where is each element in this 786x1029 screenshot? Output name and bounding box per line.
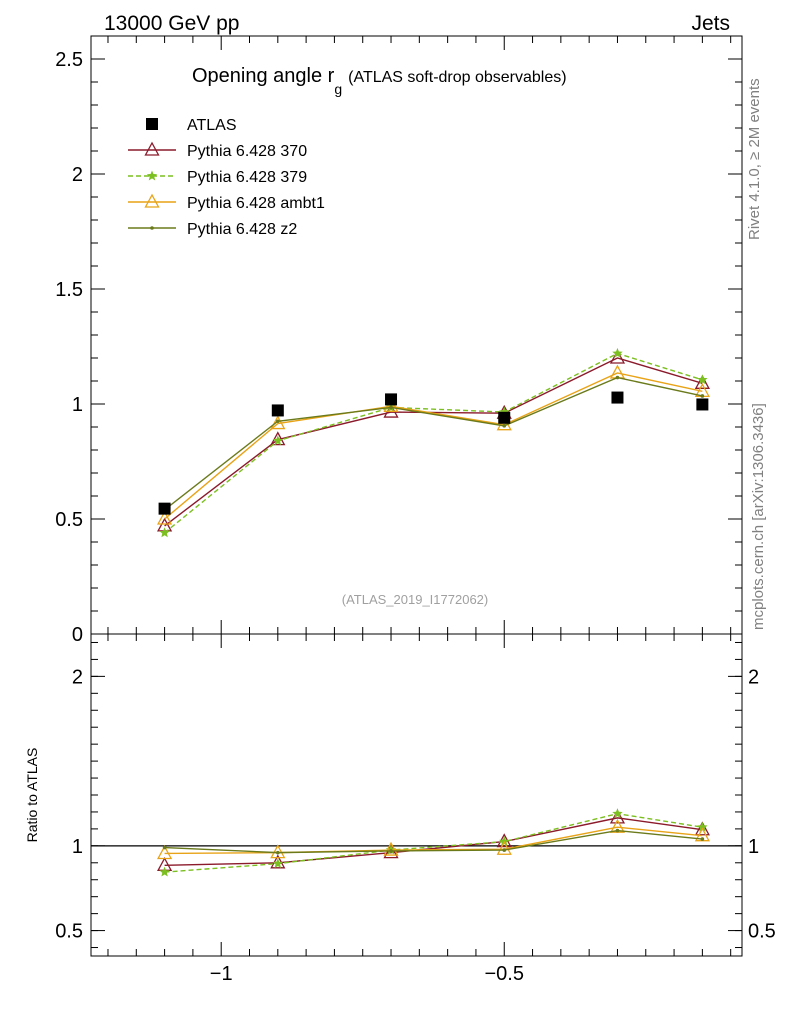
- main-ytick-label: 2: [72, 164, 83, 186]
- legend-label: ATLAS: [187, 117, 237, 134]
- legend: ATLAS Pythia 6.428 370 Pythia 6.428 379 Pyt…: [128, 117, 325, 238]
- ratio-data-point: [697, 821, 708, 832]
- main-data-point: [700, 394, 705, 398]
- ratio-data-point: [272, 858, 284, 869]
- ratio-series-pythia-6-428-z2: [162, 828, 705, 855]
- ratio-series-layer: [156, 808, 710, 877]
- main-data-point: [615, 375, 620, 380]
- ratio-series-line: [164, 829, 703, 854]
- ratio-data-point: [270, 844, 286, 859]
- header-process-label: Jets: [691, 12, 730, 35]
- ratio-data-point: [156, 845, 173, 860]
- ratio-data-point: [502, 848, 507, 852]
- main-data-point: [159, 527, 170, 538]
- legend-marker: [146, 118, 158, 130]
- plot-title-subscript: g: [334, 81, 342, 97]
- main-series-pythia-6-428-ambt1: [156, 364, 710, 525]
- main-data-point: [276, 419, 280, 424]
- ratio-plot-frame: [90, 633, 743, 957]
- rivet-version-label: Rivet 4.1.0, ≥ 2M events: [746, 78, 763, 240]
- ratio-axis-label: Ratio to ATLAS: [24, 748, 40, 843]
- main-data-point: [389, 405, 393, 410]
- main-data-point: [385, 393, 398, 406]
- main-series-layer: [156, 347, 710, 538]
- ratio-data-point: [383, 841, 399, 856]
- main-ytick-label: 2.5: [55, 49, 83, 71]
- main-series-line: [164, 357, 703, 527]
- ratio-axes: 0.5 0.5 1 1 2 2 −1 −0.5: [55, 634, 776, 985]
- mcplots-label: mcplots.cern.ch [arXiv:1306.3436]: [750, 403, 767, 630]
- main-series-pythia-6-428-379: [159, 347, 708, 538]
- main-data-point: [697, 374, 708, 385]
- legend-label: Pythia 6.428 370: [187, 143, 307, 160]
- main-ytick-label: 1: [72, 394, 83, 416]
- ratio-series-line: [164, 826, 703, 855]
- legend-entry: Pythia 6.428 379: [128, 169, 307, 186]
- ratio-data-point: [612, 808, 623, 819]
- main-data-point: [611, 391, 624, 404]
- main-ytick-label: 1.5: [55, 279, 83, 301]
- ratio-data-point: [700, 837, 705, 841]
- ratio-series-line: [164, 812, 703, 873]
- legend-label: Pythia 6.428 ambt1: [187, 195, 325, 212]
- main-data-point: [609, 349, 626, 364]
- ratio-data-point: [276, 850, 280, 855]
- main-data-point: [612, 347, 623, 358]
- main-data-point: [270, 431, 286, 446]
- legend-entry: ATLAS: [146, 117, 237, 134]
- main-data-point: [158, 502, 171, 515]
- header-energy-label: 13000 GeV pp: [104, 12, 239, 35]
- ratio-series-pythia-6-428-370: [156, 809, 710, 871]
- ratio-xtick-label: −1: [210, 963, 233, 985]
- analysis-label: (ATLAS_2019_I1772062): [342, 592, 488, 607]
- ratio-ytick-label-right: 1: [748, 836, 759, 858]
- legend-marker: [146, 170, 158, 181]
- legend-marker: [150, 226, 154, 230]
- main-data-point: [272, 435, 284, 446]
- main-axes: 0 0.5 1 1.5 2 2.5: [55, 35, 742, 646]
- main-data-point: [499, 406, 510, 417]
- plot-title-suffix: (ATLAS soft-drop observables): [348, 69, 566, 86]
- main-series-line: [164, 352, 703, 534]
- main-ytick-label: 0: [72, 624, 83, 646]
- main-series-line: [164, 372, 703, 520]
- ratio-data-point: [159, 866, 170, 877]
- ratio-data-point: [615, 828, 620, 833]
- legend-marker: [144, 141, 160, 156]
- ratio-ytick-label-right: 0.5: [748, 921, 776, 943]
- main-data-point: [156, 510, 173, 525]
- plot-title: Opening angle rg (ATLAS soft-drop observa…: [192, 65, 567, 97]
- ratio-data-point: [162, 845, 167, 850]
- main-series-line: [164, 376, 703, 511]
- ratio-ytick-label-right: 2: [748, 666, 759, 688]
- ratio-ytick-label-left: 0.5: [55, 921, 83, 943]
- plot-title-main: Opening angle r: [192, 65, 335, 87]
- ratio-data-point: [389, 849, 393, 853]
- main-data-point: [270, 415, 286, 430]
- main-series-pythia-6-428-370: [156, 349, 710, 532]
- ratio-data-point: [496, 840, 512, 855]
- ratio-data-point: [609, 809, 626, 824]
- ratio-data-point: [694, 821, 710, 836]
- legend-marker: [144, 193, 160, 208]
- ratio-series-pythia-6-428-ambt1: [156, 818, 710, 860]
- legend-label: Pythia 6.428 z2: [187, 221, 297, 238]
- main-ytick-label: 0.5: [55, 509, 83, 531]
- main-data-point: [696, 398, 709, 411]
- legend-entry: Pythia 6.428 370: [128, 141, 307, 160]
- main-data-point: [694, 374, 710, 389]
- main-series-atlas: [158, 391, 709, 515]
- ratio-xtick-label: −0.5: [485, 963, 524, 985]
- legend-entry: Pythia 6.428 ambt1: [128, 193, 325, 212]
- ratio-data-point: [270, 854, 286, 869]
- legend-entry: Pythia 6.428 z2: [128, 221, 297, 238]
- main-data-point: [502, 424, 507, 428]
- main-data-point: [498, 411, 511, 424]
- ratio-series-line: [164, 817, 703, 867]
- ratio-ytick-label-left: 2: [72, 666, 83, 688]
- legend-label: Pythia 6.428 379: [187, 169, 307, 186]
- ratio-ytick-label-left: 1: [72, 836, 83, 858]
- main-data-point: [271, 404, 284, 417]
